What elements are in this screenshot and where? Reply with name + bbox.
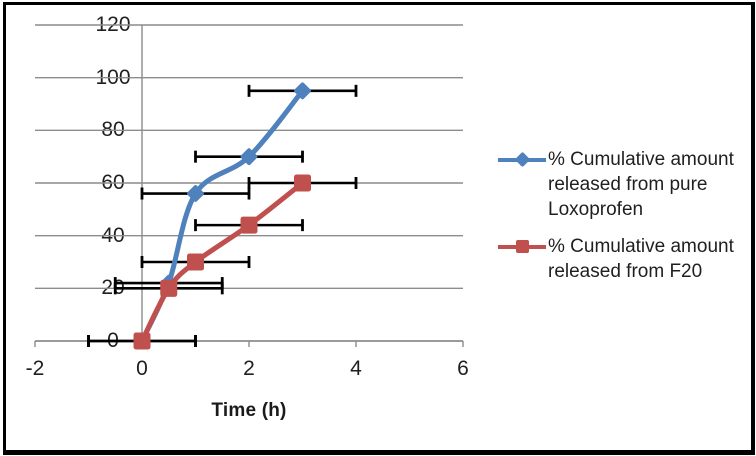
x-axis-title: Time (h) — [211, 400, 287, 421]
legend-label-line: Loxoprofen — [548, 199, 644, 220]
data-point-marker — [294, 174, 311, 192]
legend: % Cumulative amount released from pure Lox… — [498, 147, 748, 284]
legend-label-line: % Cumulative amount — [548, 236, 734, 257]
data-point-marker — [187, 185, 204, 202]
legend-label: % Cumulative amount released from F20 — [546, 234, 734, 284]
legend-label-line: % Cumulative amount — [548, 149, 734, 170]
legend-entry: % Cumulative amount released from F20 — [498, 234, 748, 284]
data-point-marker — [133, 332, 151, 350]
data-point-marker — [160, 279, 178, 297]
legend-label-line: released from F20 — [548, 261, 703, 282]
legend-label-line: released from pure — [548, 174, 708, 195]
data-point-marker — [187, 253, 204, 271]
legend-label: % Cumulative amount released from pure Lox… — [546, 147, 734, 222]
x-tick-label: -2 — [25, 357, 45, 380]
legend-entry: % Cumulative amount released from pure Lox… — [498, 147, 748, 222]
data-point-marker — [240, 216, 258, 234]
data-point-marker — [240, 148, 258, 166]
legend-diamond-marker-icon — [498, 147, 546, 172]
x-tick-label: 6 — [457, 357, 469, 380]
x-tick-label: 4 — [350, 357, 362, 380]
series-line-0 — [139, 88, 305, 344]
legend-marker-shape — [514, 151, 530, 168]
legend-square-marker-icon — [498, 234, 546, 259]
x-tick-label: 2 — [243, 357, 255, 380]
legend-marker-shape — [515, 240, 529, 253]
data-point-marker — [294, 82, 311, 100]
x-tick-label: 0 — [136, 357, 148, 380]
